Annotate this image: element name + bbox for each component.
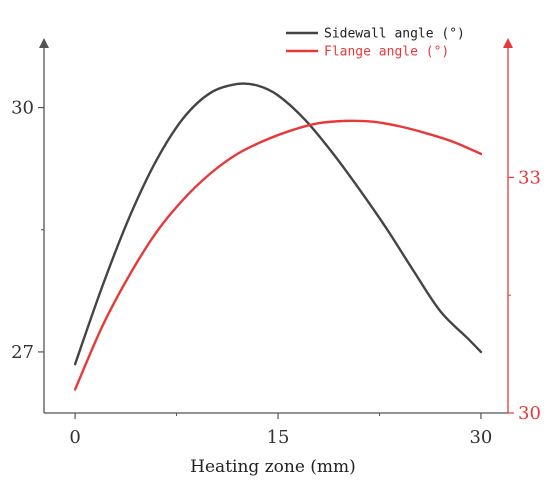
legend-sidewall-label: Sidewall angle (°) (324, 27, 465, 42)
legend-flange-label: Flange angle (°) (324, 45, 449, 60)
left-y-tick-label: 27 (11, 342, 34, 363)
x-tick-label: 15 (267, 427, 290, 448)
legend: Sidewall angle (°) Flange angle (°) (286, 27, 465, 60)
x-tick-label: 30 (469, 427, 492, 448)
flange-angle-line (73, 119, 483, 391)
right-y-axis-arrow (503, 38, 513, 48)
right-y-tick-label: 33 (518, 167, 541, 188)
right-y-tick-label: 30 (518, 403, 541, 424)
x-axis-label: Heating zone (mm) (190, 457, 356, 477)
series-layer (73, 82, 483, 391)
x-tick-label: 0 (69, 427, 80, 448)
axes: 0 15 30 27 30 30 33 (11, 38, 541, 448)
left-y-axis-arrow (39, 38, 49, 48)
left-y-tick-label: 30 (11, 98, 34, 119)
sidewall-angle-line (73, 82, 483, 366)
